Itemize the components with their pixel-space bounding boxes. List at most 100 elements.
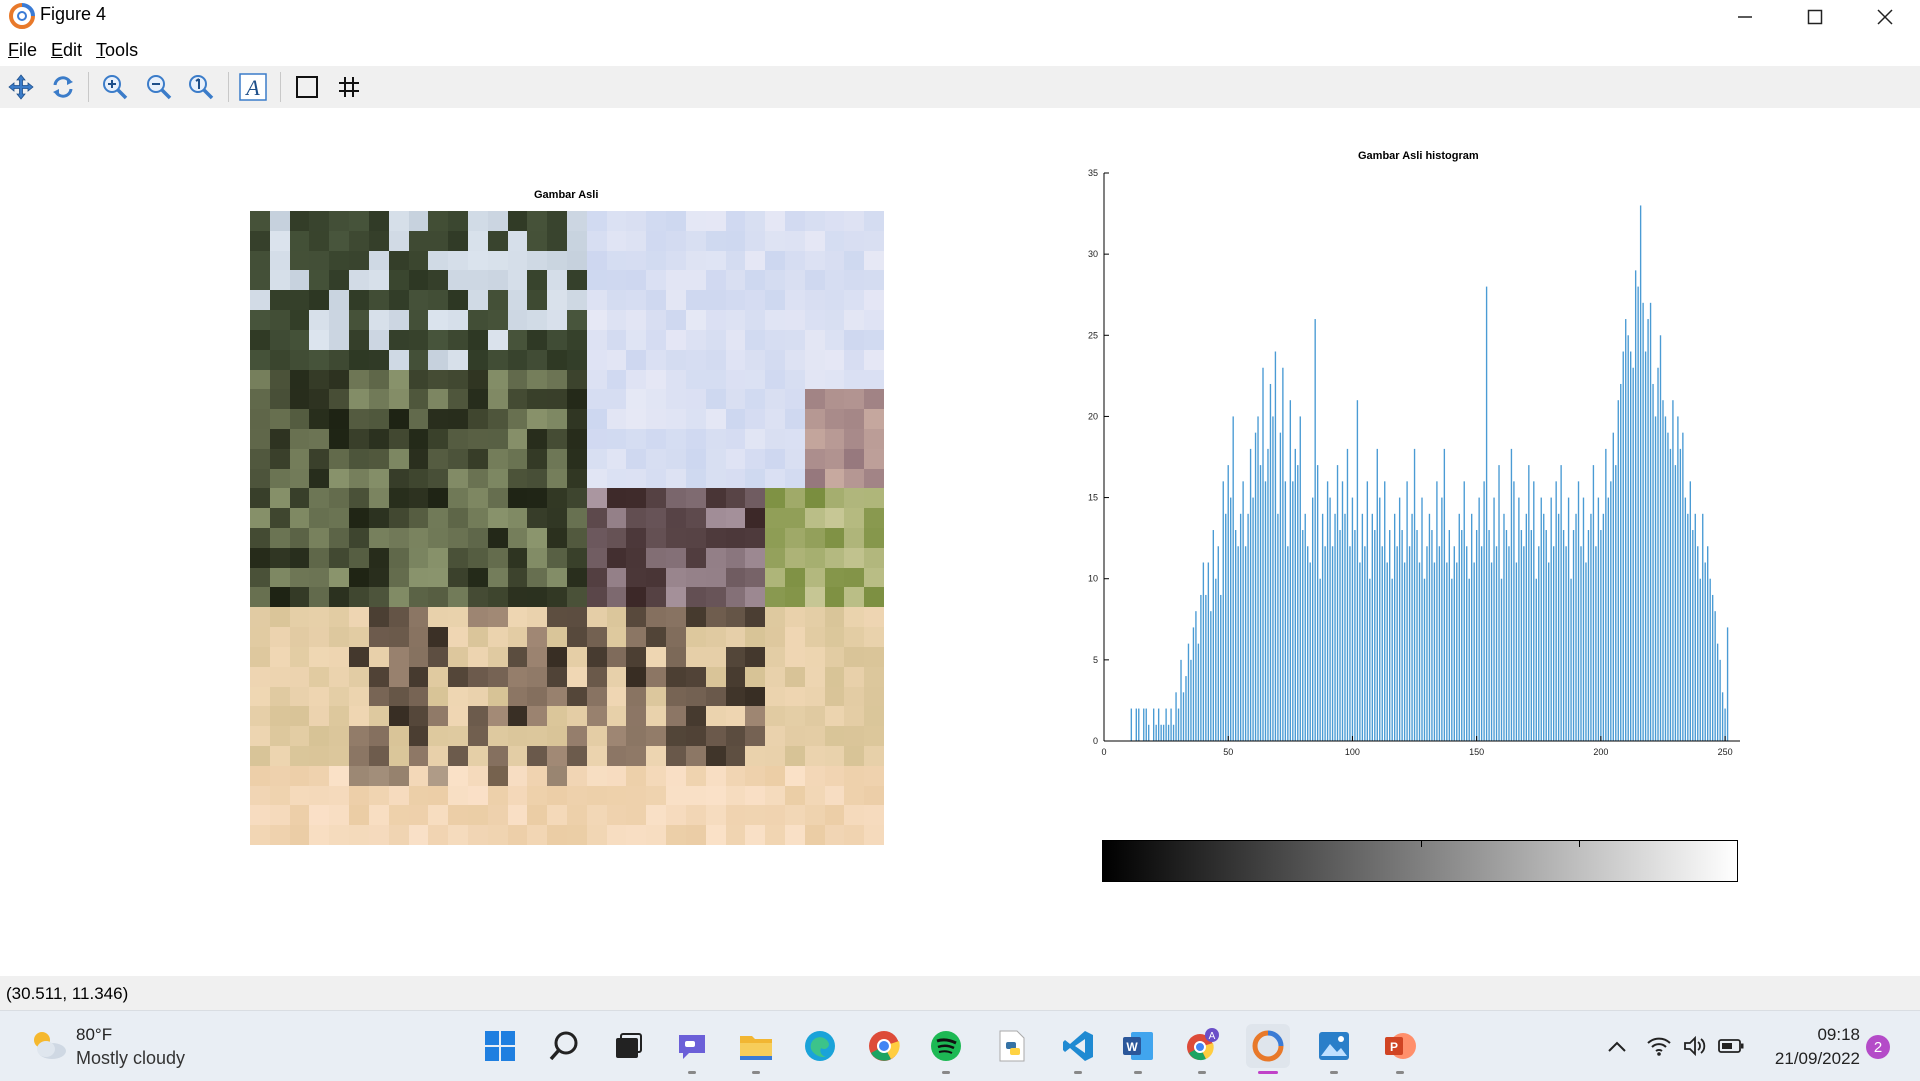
zoom-in-button[interactable] bbox=[98, 70, 132, 104]
image-pixel bbox=[864, 785, 884, 806]
volume-button[interactable] bbox=[1680, 1033, 1710, 1059]
image-pixel bbox=[527, 706, 548, 727]
image-pixel bbox=[388, 428, 409, 449]
histogram-bar bbox=[1630, 351, 1632, 741]
close-button[interactable] bbox=[1850, 0, 1920, 34]
image-pixel bbox=[784, 805, 805, 826]
taskbar-app-edge[interactable] bbox=[798, 1024, 842, 1068]
battery-button[interactable] bbox=[1716, 1033, 1746, 1059]
image-pixel bbox=[428, 349, 449, 370]
wifi-button[interactable] bbox=[1644, 1033, 1674, 1059]
image-pixel bbox=[784, 409, 805, 429]
image-pixel bbox=[289, 389, 310, 410]
image-pixel bbox=[309, 230, 330, 251]
image-pixel bbox=[844, 488, 865, 509]
cursor-coordinates: (30.511, 11.346) bbox=[6, 984, 129, 1003]
histogram-bar bbox=[1354, 530, 1356, 741]
image-pixel bbox=[428, 211, 449, 231]
histogram-bar bbox=[1702, 513, 1704, 741]
histogram-bar bbox=[1398, 497, 1401, 741]
histogram-bar bbox=[1309, 562, 1311, 741]
taskbar-app-search[interactable] bbox=[542, 1024, 586, 1068]
taskbar-app-photos[interactable] bbox=[1312, 1024, 1356, 1074]
image-pixel bbox=[467, 627, 488, 647]
taskbar-app-octave[interactable] bbox=[1246, 1024, 1290, 1074]
image-pixel bbox=[250, 230, 270, 251]
zoom-out-button[interactable] bbox=[142, 70, 176, 104]
image-pixel bbox=[666, 409, 686, 429]
image-pixel bbox=[289, 211, 310, 231]
image-pixel bbox=[586, 587, 607, 608]
image-pixel bbox=[685, 290, 706, 311]
image-pixel bbox=[784, 250, 805, 271]
menu-tools[interactable]: Tools bbox=[96, 40, 139, 60]
image-pixel bbox=[666, 310, 686, 330]
image-pixel bbox=[725, 250, 746, 271]
image-pixel bbox=[250, 785, 270, 806]
image-pixel bbox=[725, 666, 746, 687]
image-pixel bbox=[606, 389, 627, 410]
image-pixel bbox=[408, 706, 429, 727]
image-pixel bbox=[289, 250, 310, 271]
taskbar-app-start[interactable] bbox=[478, 1024, 522, 1068]
original-image[interactable] bbox=[250, 211, 884, 845]
image-pixel bbox=[527, 409, 548, 429]
image-pixel bbox=[784, 448, 805, 469]
pan-button[interactable] bbox=[4, 70, 38, 104]
histogram-bar bbox=[1543, 513, 1545, 741]
text-insert-button[interactable]: A bbox=[236, 70, 270, 104]
grid-button[interactable] bbox=[332, 70, 366, 104]
zoom-reset-button[interactable] bbox=[184, 70, 218, 104]
taskbar-app-task-view[interactable] bbox=[606, 1024, 650, 1068]
taskbar-app-chrome-profile[interactable]: A bbox=[1180, 1024, 1224, 1074]
zoom-reset-icon bbox=[189, 75, 214, 100]
taskbar-app-spotify[interactable] bbox=[924, 1024, 968, 1074]
histogram-bar bbox=[1220, 594, 1222, 741]
image-pixel bbox=[824, 567, 845, 588]
image-pixel bbox=[408, 567, 429, 588]
menu-edit[interactable]: Edit bbox=[51, 40, 83, 60]
cloudy-weather-icon[interactable] bbox=[28, 1027, 68, 1063]
image-pixel bbox=[586, 488, 607, 509]
image-pixel bbox=[824, 290, 845, 311]
taskbar-app-python-file[interactable] bbox=[990, 1024, 1034, 1068]
image-pixel bbox=[606, 290, 627, 311]
image-pixel bbox=[666, 389, 686, 410]
histogram-chart[interactable]: 0 50 100 150 200 250 0 5 10 15 20 25 30 35 bbox=[1080, 160, 1760, 770]
image-pixel bbox=[765, 587, 785, 608]
clock-time[interactable]: 09:18 bbox=[1817, 1025, 1860, 1044]
image-pixel bbox=[844, 389, 865, 410]
taskbar-app-file-explorer[interactable] bbox=[734, 1024, 778, 1074]
image-pixel bbox=[824, 547, 845, 568]
image-pixel bbox=[685, 765, 706, 786]
taskbar-app-chrome[interactable] bbox=[862, 1024, 906, 1068]
image-pixel bbox=[250, 805, 270, 826]
histogram-bar bbox=[1230, 497, 1232, 741]
image-pixel bbox=[467, 250, 488, 271]
image-pixel bbox=[745, 587, 766, 608]
taskbar-app-vscode[interactable] bbox=[1056, 1024, 1100, 1074]
histogram-bar bbox=[1697, 546, 1699, 741]
rotate-button[interactable] bbox=[46, 70, 80, 104]
histogram-bar bbox=[1622, 351, 1624, 741]
menu-file[interactable]: File bbox=[8, 40, 38, 60]
taskbar-app-powerpoint[interactable]: P bbox=[1378, 1024, 1422, 1074]
notification-badge[interactable]: 2 bbox=[1866, 1035, 1890, 1059]
taskbar-app-word[interactable]: W bbox=[1116, 1024, 1160, 1074]
taskbar-app-teams-chat[interactable] bbox=[670, 1024, 714, 1074]
tray-overflow-button[interactable] bbox=[1604, 1033, 1630, 1059]
histogram-bar bbox=[1567, 497, 1570, 741]
image-pixel bbox=[567, 587, 587, 608]
image-pixel bbox=[428, 825, 449, 845]
histogram-bar bbox=[1672, 400, 1674, 741]
clock-date[interactable]: 21/09/2022 bbox=[1774, 1049, 1860, 1068]
image-pixel bbox=[745, 349, 766, 370]
image-pixel bbox=[527, 428, 548, 449]
axes-box-button[interactable] bbox=[290, 70, 324, 104]
minimize-button[interactable] bbox=[1710, 0, 1780, 34]
maximize-button[interactable] bbox=[1780, 0, 1850, 34]
histogram-bar bbox=[1396, 546, 1398, 741]
image-pixel bbox=[487, 528, 508, 548]
histogram-bar bbox=[1334, 513, 1336, 741]
image-pixel bbox=[309, 547, 330, 568]
